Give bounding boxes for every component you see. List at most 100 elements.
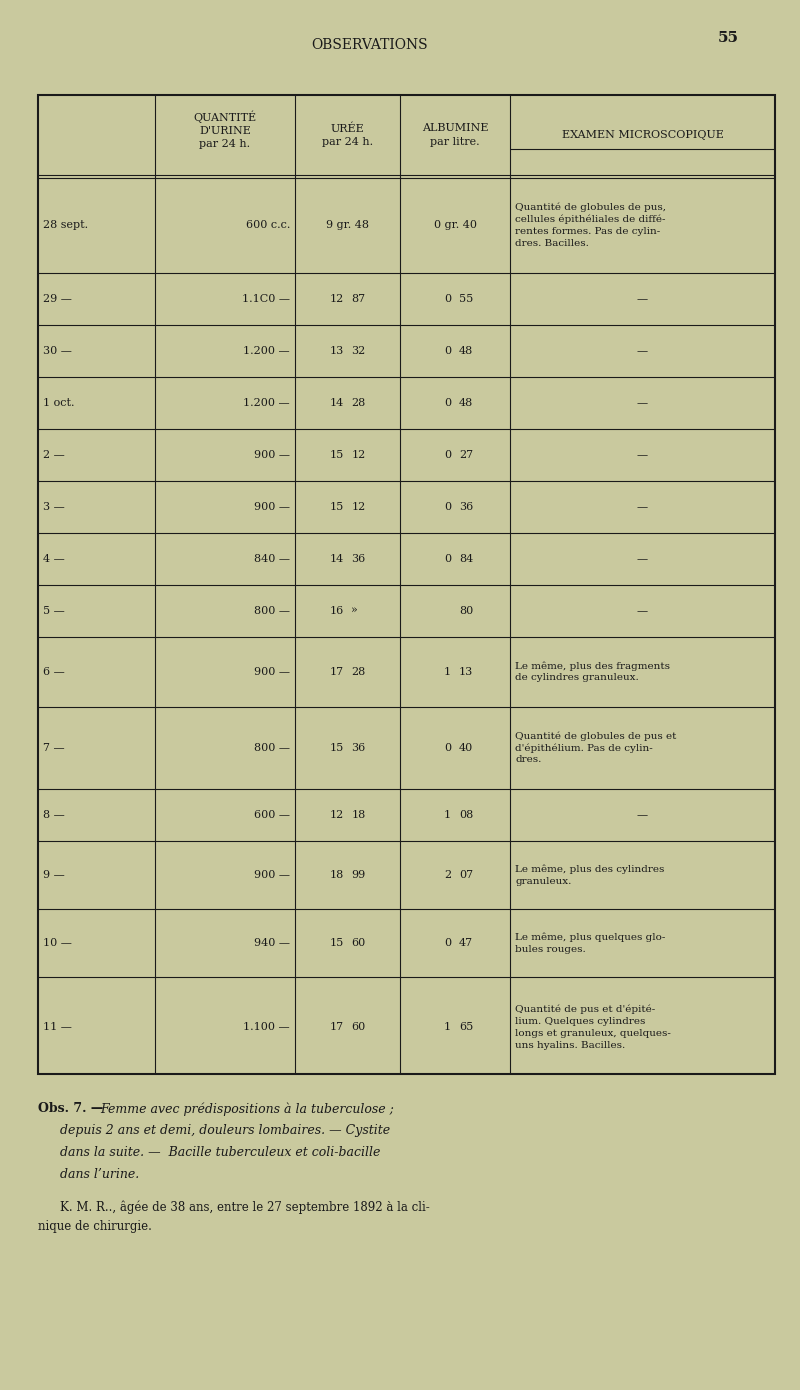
Text: 840 —: 840 — [254, 555, 290, 564]
Text: 1.1C0 —: 1.1C0 — [242, 295, 290, 304]
Text: 17: 17 [330, 1022, 343, 1031]
Text: 84: 84 [459, 555, 474, 564]
Text: —: — [637, 502, 648, 512]
Text: 800 —: 800 — [254, 744, 290, 753]
Text: EXAMEN MICROSCOPIQUE: EXAMEN MICROSCOPIQUE [562, 131, 723, 140]
Text: dres.: dres. [515, 756, 542, 765]
Text: rentes formes. Pas de cylin-: rentes formes. Pas de cylin- [515, 227, 660, 236]
Text: 900 —: 900 — [254, 450, 290, 460]
Text: 65: 65 [459, 1022, 474, 1031]
Text: nique de chirurgie.: nique de chirurgie. [38, 1220, 152, 1233]
Text: 6 —: 6 — [43, 667, 65, 677]
Text: Le même, plus des fragments: Le même, plus des fragments [515, 662, 670, 671]
Text: 13: 13 [459, 667, 474, 677]
Text: 900 —: 900 — [254, 667, 290, 677]
Text: 14: 14 [330, 398, 343, 409]
Text: cellules épithéliales de diffé-: cellules épithéliales de diffé- [515, 214, 666, 224]
Text: longs et granuleux, quelques-: longs et granuleux, quelques- [515, 1029, 671, 1037]
Text: Femme avec prédispositions à la tuberculose ;: Femme avec prédispositions à la tubercul… [100, 1102, 394, 1116]
Text: 0: 0 [444, 938, 451, 948]
Text: 0: 0 [444, 555, 451, 564]
Text: 12: 12 [351, 450, 366, 460]
Text: 0: 0 [444, 346, 451, 356]
Text: 0: 0 [444, 398, 451, 409]
Text: 36: 36 [459, 502, 474, 512]
Text: 15: 15 [330, 502, 343, 512]
Text: 7 —: 7 — [43, 744, 65, 753]
Text: 80: 80 [459, 606, 474, 616]
Text: 99: 99 [351, 870, 366, 880]
Text: 12: 12 [330, 295, 343, 304]
Text: »: » [351, 606, 358, 616]
Text: granuleux.: granuleux. [515, 877, 571, 885]
Text: 900 —: 900 — [254, 502, 290, 512]
Text: 30 —: 30 — [43, 346, 72, 356]
Text: —: — [637, 810, 648, 820]
Text: 48: 48 [459, 346, 474, 356]
Text: Le même, plus quelques glo-: Le même, plus quelques glo- [515, 933, 666, 942]
Text: 2 —: 2 — [43, 450, 65, 460]
Text: 48: 48 [459, 398, 474, 409]
Text: 13: 13 [330, 346, 343, 356]
Text: 12: 12 [351, 502, 366, 512]
Text: 18: 18 [330, 870, 343, 880]
Text: —: — [637, 295, 648, 304]
Text: 600 c.c.: 600 c.c. [246, 221, 290, 231]
Text: 0: 0 [444, 502, 451, 512]
Text: 1: 1 [444, 810, 451, 820]
Bar [38, 95, 775, 1074]
Text: 12: 12 [330, 810, 343, 820]
Text: Quantité de pus et d'épité-: Quantité de pus et d'épité- [515, 1004, 655, 1013]
Text: 60: 60 [351, 1022, 366, 1031]
Text: 1.100 —: 1.100 — [243, 1022, 290, 1031]
Text: 15: 15 [330, 938, 343, 948]
Text: URÉE
par 24 h.: URÉE par 24 h. [322, 124, 373, 147]
Text: 15: 15 [330, 450, 343, 460]
Text: 28: 28 [351, 398, 366, 409]
Text: 2: 2 [444, 870, 451, 880]
Text: 0: 0 [444, 744, 451, 753]
Text: 55: 55 [718, 31, 738, 44]
Text: K. M. R.., âgée de 38 ans, entre le 27 septembre 1892 à la cli-: K. M. R.., âgée de 38 ans, entre le 27 s… [60, 1200, 430, 1213]
Text: Quantité de globules de pus,: Quantité de globules de pus, [515, 203, 666, 213]
Text: Obs. 7. —: Obs. 7. — [38, 1102, 108, 1115]
Text: 11 —: 11 — [43, 1022, 72, 1031]
Text: dres. Bacilles.: dres. Bacilles. [515, 239, 589, 247]
Text: QUANTITÉ
D'URINE
par 24 h.: QUANTITÉ D'URINE par 24 h. [194, 111, 257, 150]
Text: 1: 1 [444, 667, 451, 677]
Text: 14: 14 [330, 555, 343, 564]
Text: ALBUMINE
par litre.: ALBUMINE par litre. [422, 124, 488, 146]
Text: 5 —: 5 — [43, 606, 65, 616]
Text: 1: 1 [444, 1022, 451, 1031]
Text: bules rouges.: bules rouges. [515, 944, 586, 954]
Text: 32: 32 [351, 346, 366, 356]
Text: d'épithélium. Pas de cylin-: d'épithélium. Pas de cylin- [515, 744, 653, 753]
Text: 07: 07 [459, 870, 473, 880]
Text: 08: 08 [459, 810, 474, 820]
Text: 0 gr. 40: 0 gr. 40 [434, 221, 477, 231]
Text: 16: 16 [330, 606, 343, 616]
Text: dans l’urine.: dans l’urine. [60, 1168, 139, 1182]
Text: 0: 0 [444, 450, 451, 460]
Text: 1.200 —: 1.200 — [243, 346, 290, 356]
Text: 27: 27 [459, 450, 473, 460]
Text: 600 —: 600 — [254, 810, 290, 820]
Text: 55: 55 [459, 295, 474, 304]
Text: 9 gr. 48: 9 gr. 48 [326, 221, 369, 231]
Text: —: — [637, 606, 648, 616]
Text: 8 —: 8 — [43, 810, 65, 820]
Text: 10 —: 10 — [43, 938, 72, 948]
Text: 4 —: 4 — [43, 555, 65, 564]
Text: depuis 2 ans et demi, douleurs lombaires. — Cystite: depuis 2 ans et demi, douleurs lombaires… [60, 1125, 390, 1137]
Text: 800 —: 800 — [254, 606, 290, 616]
Text: —: — [637, 398, 648, 409]
Text: Quantité de globules de pus et: Quantité de globules de pus et [515, 731, 676, 741]
Text: 29 —: 29 — [43, 295, 72, 304]
Text: 9 —: 9 — [43, 870, 65, 880]
Text: —: — [637, 346, 648, 356]
Text: lium. Quelques cylindres: lium. Quelques cylindres [515, 1016, 646, 1026]
Text: 28 sept.: 28 sept. [43, 221, 88, 231]
Text: 60: 60 [351, 938, 366, 948]
Text: 17: 17 [330, 667, 343, 677]
Text: Le même, plus des cylindres: Le même, plus des cylindres [515, 865, 664, 874]
